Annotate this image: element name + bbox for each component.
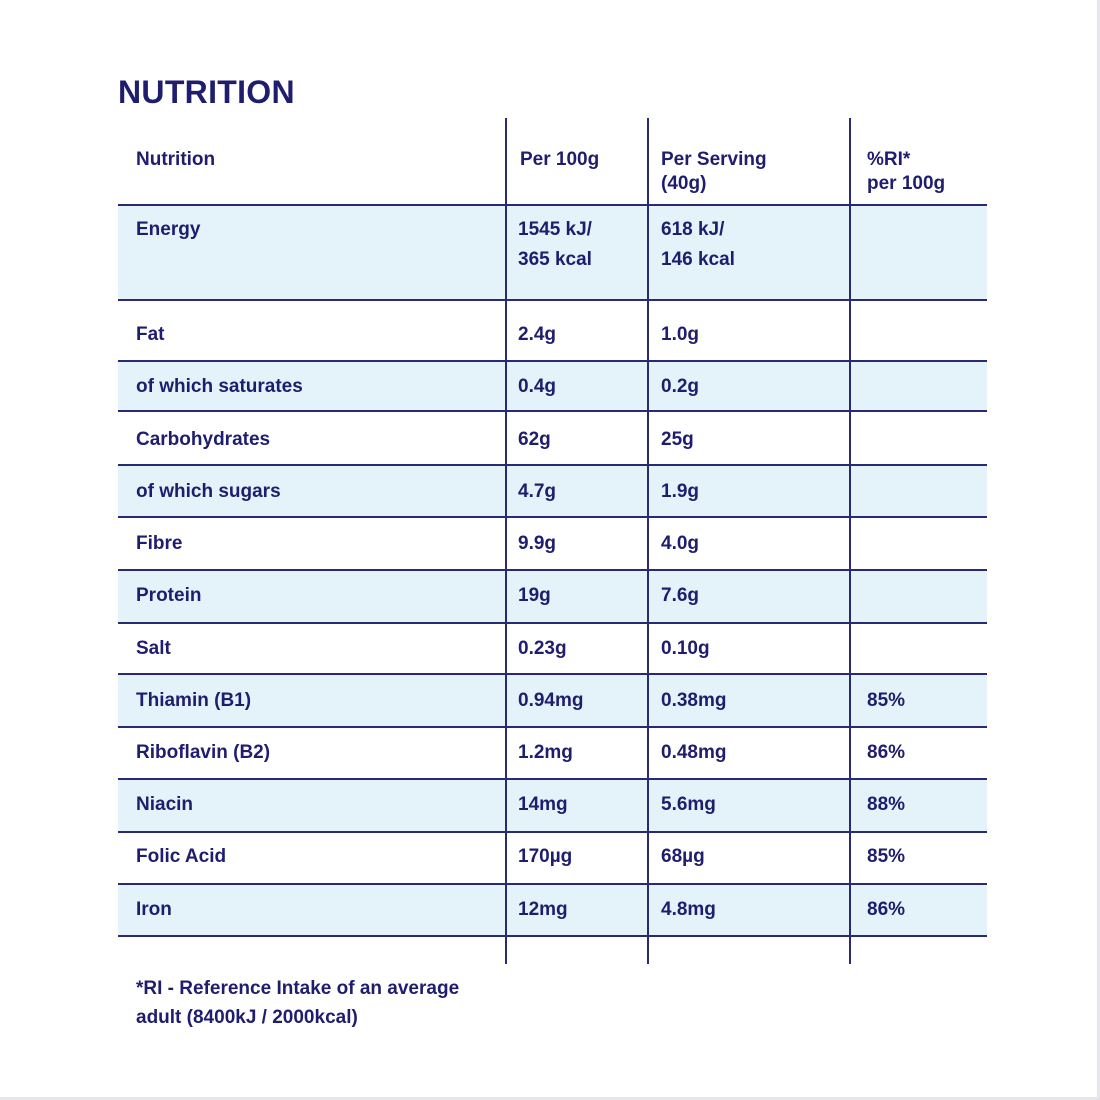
- nutrient-per-serving: 68µg: [661, 846, 705, 867]
- header-per-100g: Per 100g: [520, 149, 600, 170]
- nutrient-name: Iron: [136, 899, 172, 920]
- header-serving-size: (40g): [661, 173, 707, 194]
- nutrient-name: Protein: [136, 585, 202, 606]
- row-divider: [118, 883, 987, 885]
- row-background: [118, 674, 987, 727]
- nutrient-per-100g: 0.23g: [518, 638, 567, 659]
- energy-row-background: [118, 205, 987, 300]
- header-per-serving: Per Serving: [661, 149, 767, 170]
- column-divider: [647, 118, 649, 964]
- row-divider: [118, 569, 987, 571]
- nutrient-per-100g: 170µg: [518, 846, 573, 867]
- nutrient-per-100g: 0.94mg: [518, 690, 584, 711]
- row-background: [118, 779, 987, 832]
- nutrient-per-100g: 12mg: [518, 899, 568, 920]
- nutrient-name: of which sugars: [136, 481, 281, 502]
- nutrient-per-serving: 25g: [661, 429, 694, 450]
- row-divider: [118, 204, 987, 206]
- footnote: *RI - Reference Intake of an average adu…: [136, 974, 459, 1032]
- column-divider: [505, 118, 507, 964]
- nutrient-name: Salt: [136, 638, 171, 659]
- nutrient-name: Niacin: [136, 794, 194, 815]
- row-background: [118, 465, 987, 517]
- header-nutrition: Nutrition: [136, 149, 216, 170]
- nutrient-per-100g: 0.4g: [518, 376, 557, 397]
- row-divider: [118, 410, 987, 412]
- nutrient-per-serving: 0.48mg: [661, 742, 727, 763]
- nutrient-per-serving: 5.6mg: [661, 794, 716, 815]
- row-divider: [118, 778, 987, 780]
- nutrient-name: Riboflavin (B2): [136, 742, 271, 763]
- footnote-line: adult (8400kJ / 2000kcal): [136, 1007, 358, 1028]
- nutrient-per-100g: 62g: [518, 429, 551, 450]
- energy-per-serving-kcal: 146 kcal: [661, 249, 735, 270]
- nutrient-ri: 86%: [867, 742, 906, 763]
- nutrient-name: Carbohydrates: [136, 429, 271, 450]
- nutrient-ri: 86%: [867, 899, 906, 920]
- nutrient-per-100g: 2.4g: [518, 324, 557, 345]
- row-divider: [118, 464, 987, 466]
- nutrient-name: Thiamin (B1): [136, 690, 252, 711]
- nutrient-per-serving: 0.10g: [661, 638, 710, 659]
- energy-per-serving-kj: 618 kJ/: [661, 219, 725, 240]
- row-background: [118, 570, 987, 623]
- row-divider: [118, 516, 987, 518]
- nutrient-per-serving: 0.38mg: [661, 690, 727, 711]
- nutrient-per-serving: 4.8mg: [661, 899, 716, 920]
- nutrient-per-100g: 9.9g: [518, 533, 557, 554]
- row-divider: [118, 935, 987, 937]
- nutrient-per-100g: 4.7g: [518, 481, 557, 502]
- nutrient-per-100g: 19g: [518, 585, 551, 606]
- nutrient-per-100g: 14mg: [518, 794, 568, 815]
- page-border-right: [1097, 0, 1100, 1100]
- nutrient-per-serving: 4.0g: [661, 533, 700, 554]
- row-divider: [118, 673, 987, 675]
- nutrient-ri: 85%: [867, 846, 906, 867]
- nutrient-per-serving: 0.2g: [661, 376, 700, 397]
- nutrient-name: Folic Acid: [136, 846, 227, 867]
- nutrient-per-serving: 1.9g: [661, 481, 700, 502]
- nutrient-name: Fat: [136, 324, 165, 345]
- row-divider: [118, 831, 987, 833]
- row-background: [118, 361, 987, 411]
- row-divider: [118, 360, 987, 362]
- energy-label: Energy: [136, 219, 201, 240]
- nutrient-per-serving: 1.0g: [661, 324, 700, 345]
- nutrition-table: Nutrition Per 100g Per Serving (40g) %RI…: [118, 118, 987, 964]
- page-title: NUTRITION: [118, 74, 295, 110]
- row-background: [118, 884, 987, 936]
- header-ri: %RI*: [867, 149, 911, 170]
- nutrient-ri: 88%: [867, 794, 906, 815]
- column-divider: [849, 118, 851, 964]
- page-border-bottom: [0, 1097, 1100, 1100]
- energy-per-100g-kj: 1545 kJ/: [518, 219, 592, 240]
- nutrient-name: of which saturates: [136, 376, 303, 397]
- row-divider: [118, 726, 987, 728]
- nutrient-per-100g: 1.2mg: [518, 742, 573, 763]
- footnote-line: *RI - Reference Intake of an average: [136, 978, 460, 999]
- energy-per-100g-kcal: 365 kcal: [518, 249, 592, 270]
- row-divider: [118, 622, 987, 624]
- header-ri-per-100g: per 100g: [867, 173, 946, 194]
- row-divider: [118, 299, 987, 301]
- nutrient-per-serving: 7.6g: [661, 585, 700, 606]
- nutrient-ri: 85%: [867, 690, 906, 711]
- nutrient-name: Fibre: [136, 533, 183, 554]
